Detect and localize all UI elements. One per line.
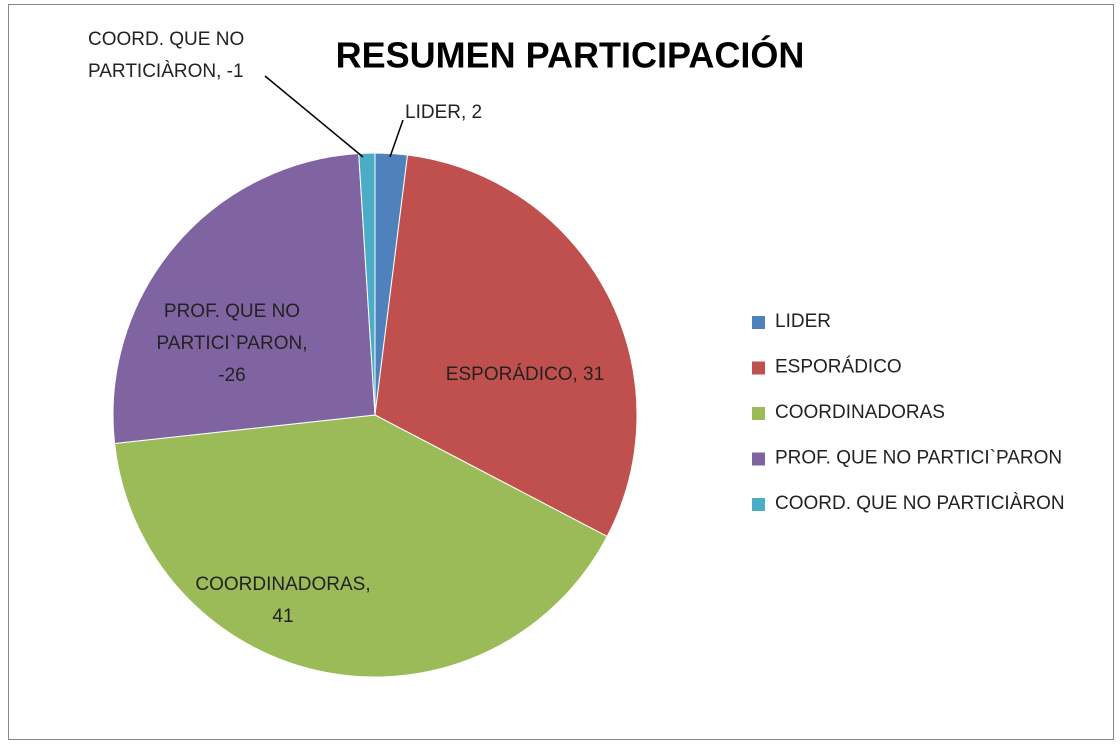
pie-slice — [112, 152, 376, 445]
chart-title: RESUMEN PARTICIPACIÓN — [336, 34, 805, 76]
legend-swatch — [752, 361, 765, 375]
legend-swatch — [752, 452, 765, 466]
pie-slice — [113, 414, 608, 678]
data-label: ESPORÁDICO, 31 — [446, 364, 604, 385]
legend-label: COORDINADORAS — [775, 402, 945, 423]
legend-label: COORD. QUE NO PARTICIÀRON — [775, 493, 1065, 514]
leader-line — [264, 75, 364, 158]
legend-label: ESPORÁDICO — [775, 357, 902, 378]
legend-label: PROF. QUE NO PARTICI`PARON — [775, 448, 1062, 469]
legend-swatch — [752, 316, 765, 329]
leader-line — [389, 119, 404, 158]
data-label: PROF. QUE NO PARTICI`PARON, -26 — [157, 301, 308, 386]
data-label: COORDINADORAS, 41 — [195, 574, 370, 627]
pie-slice — [374, 154, 638, 538]
data-label: COORD. QUE NO PARTICIÀRON, -1 — [88, 29, 244, 82]
legend-swatch — [752, 498, 765, 511]
data-label: LIDER, 2 — [405, 102, 482, 123]
legend-label: LIDER — [775, 311, 831, 332]
legend-swatch — [752, 407, 765, 420]
